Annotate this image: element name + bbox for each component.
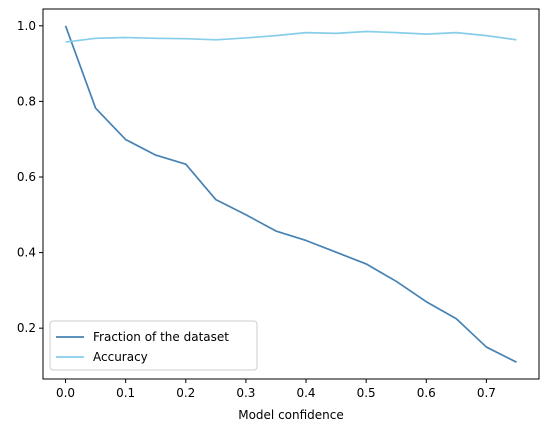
legend: Fraction of the dataset Accuracy	[49, 320, 258, 371]
x-tick-label: 0.4	[296, 386, 315, 400]
y-tick-label: 1.0	[17, 19, 36, 33]
y-tick-label: 0.6	[17, 170, 36, 184]
series-line-accuracy	[65, 30, 517, 43]
x-tick-label: 0.5	[357, 386, 376, 400]
x-tick-label: 0.2	[176, 386, 195, 400]
axes-frame	[42, 8, 540, 380]
x-axis: 0.0 0.1 0.2 0.3 0.4 0.5 0.6 0.7	[56, 379, 496, 400]
y-tick-label: 0.4	[17, 246, 36, 260]
series-line-fraction	[64, 25, 517, 363]
x-tick-label: 0.7	[477, 386, 496, 400]
x-tick-label: 0.6	[417, 386, 436, 400]
y-tick-label: 0.2	[17, 321, 36, 335]
legend-box	[49, 320, 258, 371]
x-tick-label: 0.3	[236, 386, 255, 400]
y-axis: 0.2 0.4 0.6 0.8 1.0	[17, 19, 43, 335]
y-tick-label: 0.8	[17, 94, 36, 108]
x-tick-label: 0.0	[56, 386, 75, 400]
plot-area	[64, 25, 517, 363]
legend-label-accuracy: Accuracy	[93, 350, 148, 364]
x-axis-label: Model confidence	[238, 408, 344, 422]
x-tick-label: 0.1	[116, 386, 135, 400]
legend-label-fraction: Fraction of the dataset	[93, 330, 229, 344]
